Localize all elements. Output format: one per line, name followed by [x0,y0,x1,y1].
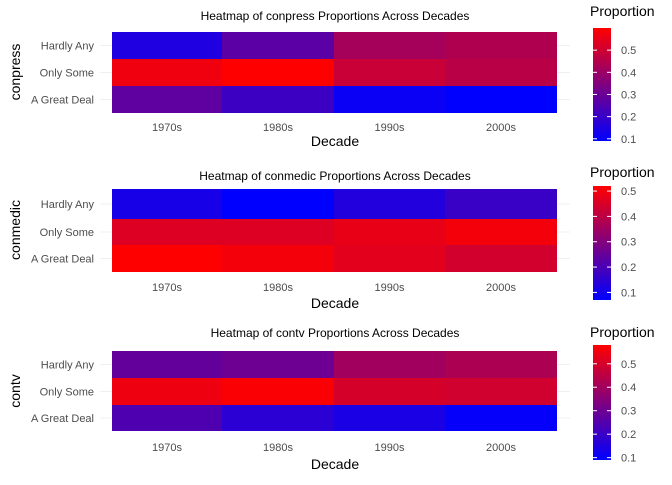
heatmap-cell [445,59,557,86]
legend-tick-label: 0.1 [621,453,636,465]
heatmap-cell [334,86,445,113]
heatmap-cell [222,32,334,59]
legend-tick-label: 0.3 [621,406,636,418]
y-tick-label: Only Some [40,387,94,399]
x-axis-title: Decade [311,133,359,149]
x-tick-label: 1990s [375,122,405,134]
heatmap-cell [222,59,334,86]
x-axis-title: Decade [311,295,359,311]
heatmap-cell [445,351,557,378]
legend-colorbar [593,186,611,300]
y-tick-label: A Great Deal [31,254,94,266]
heatmap-cell [334,351,445,378]
y-tick-label: Hardly Any [41,199,95,211]
heatmap-cell [334,189,445,219]
x-tick-label: 1980s [263,122,293,134]
heatmap-cell [334,32,445,59]
chart-title: Heatmap of conmedic Proportions Across D… [199,169,470,183]
heatmap-cell [112,245,222,272]
x-tick-label: 1990s [375,442,405,454]
heatmap-cell [334,245,445,272]
y-tick-label: Only Some [40,68,94,80]
y-tick-label: A Great Deal [31,95,94,107]
legend-tick-label: 0.3 [621,89,636,101]
heatmap-cell [112,405,222,431]
legend-tick-label: 0.2 [621,429,636,441]
x-tick-label: 1970s [152,122,182,134]
legend-tick-label: 0.5 [621,45,636,57]
heatmap-cell [445,189,557,219]
legend-tick-label: 0.2 [621,112,636,124]
legend-tick-label: 0.4 [621,382,636,394]
x-tick-label: 1980s [263,282,293,294]
legend-tick-label: 0.3 [621,237,636,249]
legend-title: Proportion [590,3,655,19]
heatmap-cell [222,378,334,405]
heatmap-cell [445,405,557,431]
legend-tick-label: 0.5 [621,359,636,371]
x-tick-label: 2000s [486,122,516,134]
legend-colorbar [593,345,611,460]
legend-title: Proportion [590,324,655,340]
chart-title: Heatmap of conpress Proportions Across D… [201,9,470,23]
heatmap-cell [222,351,334,378]
heatmap-cell [445,86,557,113]
heatmap-cell [334,405,445,431]
heatmap-cell [222,245,334,272]
legend-tick-label: 0.4 [621,211,636,223]
heatmap-cell [222,189,334,219]
y-axis-title: contv [7,374,23,407]
x-tick-label: 2000s [486,442,516,454]
y-axis-title: conpress [7,44,23,101]
y-axis-title: conmedic [7,200,23,260]
heatmap-panel-2: Heatmap of conmedic Proportions Across D… [7,164,655,311]
x-tick-label: 1990s [375,282,405,294]
heatmap-cell [112,59,222,86]
y-tick-label: Hardly Any [41,41,95,53]
legend-tick-label: 0.2 [621,262,636,274]
heatmap-cell [112,351,222,378]
chart-title: Heatmap of contv Proportions Across Deca… [211,326,460,340]
x-tick-label: 1970s [152,442,182,454]
y-tick-label: Only Some [40,227,94,239]
heatmap-cell [334,219,445,245]
x-tick-label: 1980s [263,442,293,454]
legend-tick-label: 0.1 [621,134,636,146]
legend-tick-label: 0.1 [621,287,636,299]
heatmap-cell [334,378,445,405]
heatmap-cell [112,219,222,245]
heatmap-cell [445,32,557,59]
y-tick-label: Hardly Any [41,360,95,372]
heatmap-cell [112,86,222,113]
y-tick-label: A Great Deal [31,413,94,425]
heatmap-cell [445,245,557,272]
heatmap-panel-1: Heatmap of conpress Proportions Across D… [7,3,655,149]
x-axis-title: Decade [311,456,359,472]
heatmap-panel-3: Heatmap of contv Proportions Across Deca… [7,324,655,472]
heatmap-cell [445,378,557,405]
heatmap-cell [222,405,334,431]
heatmap-cell [222,86,334,113]
legend-colorbar [593,28,611,141]
legend-tick-label: 0.4 [621,67,636,79]
heatmap-cell [334,59,445,86]
heatmap-cell [112,32,222,59]
heatmap-cell [445,219,557,245]
x-tick-label: 2000s [486,282,516,294]
legend-title: Proportion [590,164,655,180]
heatmap-cell [222,219,334,245]
legend-tick-label: 0.5 [621,186,636,198]
heatmap-cell [112,378,222,405]
heatmap-cell [112,189,222,219]
x-tick-label: 1970s [152,282,182,294]
